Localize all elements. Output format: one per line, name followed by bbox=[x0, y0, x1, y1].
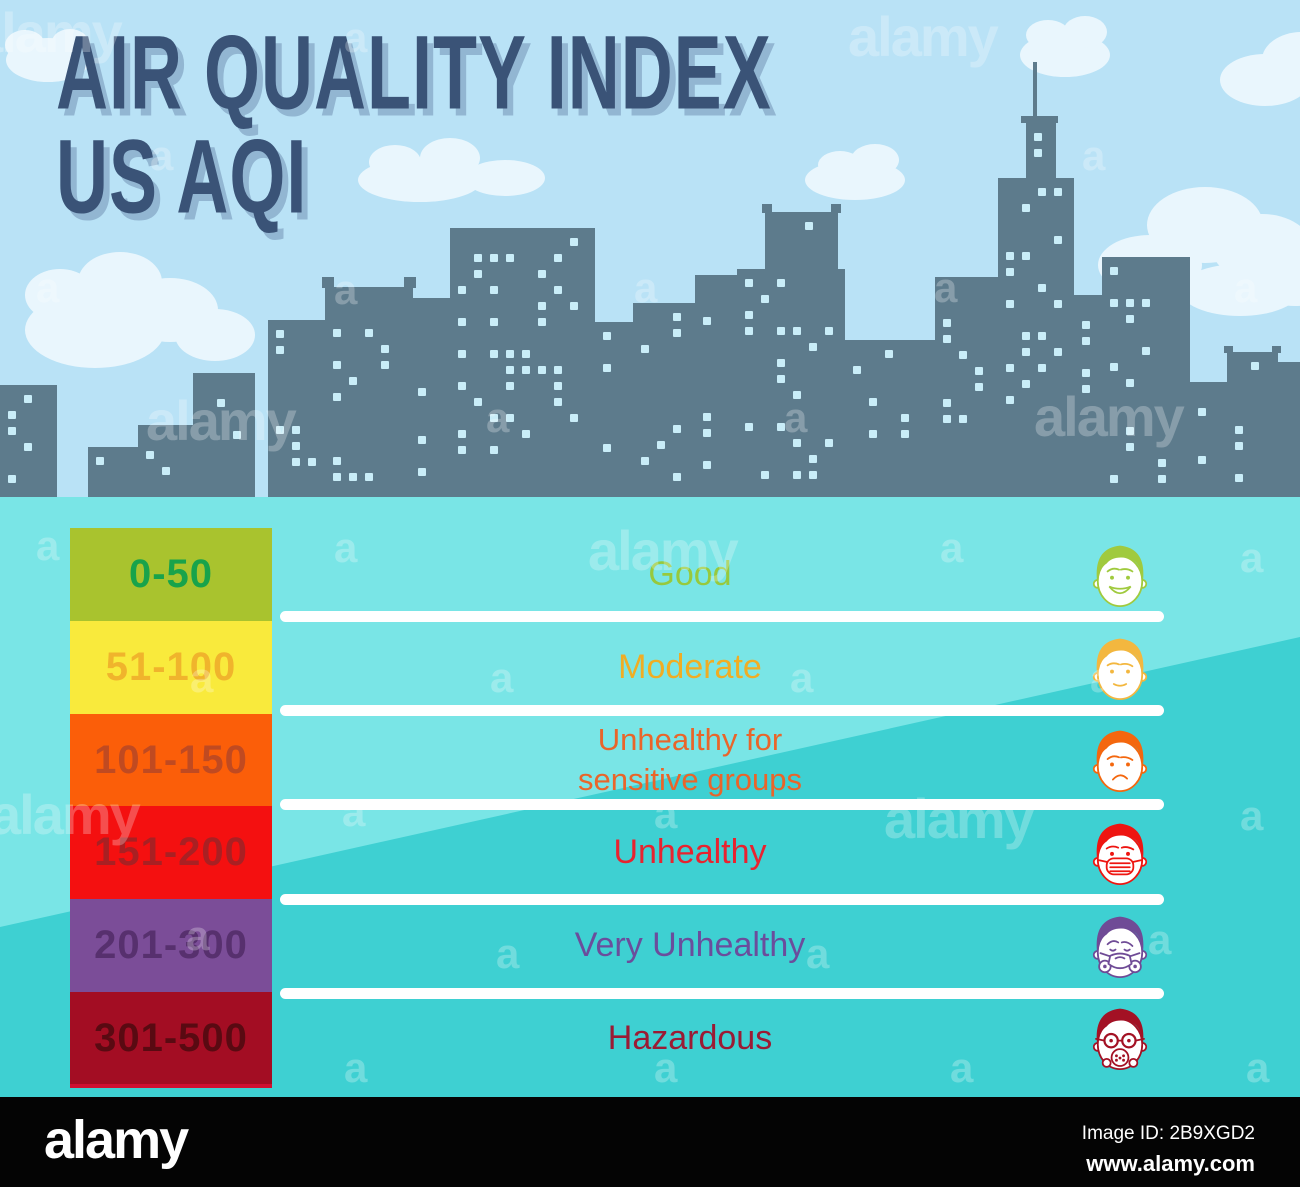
aqi-range-value: 301-500 bbox=[94, 1015, 248, 1060]
aqi-range-box: 151-200 bbox=[70, 806, 272, 899]
aqi-row-good: 0-50 Good bbox=[0, 528, 1300, 621]
aqi-range-value: 51-100 bbox=[105, 645, 237, 689]
label-text: Good bbox=[648, 555, 732, 593]
aqi-category-label: Moderate bbox=[280, 621, 1100, 714]
image-id-text: Image ID: 2B9XGD2 bbox=[1081, 1123, 1255, 1144]
clouds bbox=[5, 16, 1300, 368]
image-meta: Image ID: 2B9XGD2 www.alamy.com bbox=[1082, 1123, 1255, 1177]
aqi-scale-board: 0-50 Good 51-100 Moderate bbox=[0, 497, 1300, 1097]
page-title-line2: US AQI bbox=[56, 119, 308, 236]
gas-mask-face-icon bbox=[1088, 1000, 1152, 1076]
aqi-range-value: 0-50 bbox=[128, 552, 214, 596]
alamy-url-text: www.alamy.com bbox=[1086, 1151, 1255, 1176]
city-skyline-illustration bbox=[0, 16, 1300, 497]
aqi-range-value: 201-300 bbox=[94, 923, 248, 967]
aqi-row-moderate: 51-100 Moderate bbox=[0, 621, 1300, 714]
aqi-category-label: Good bbox=[280, 528, 1100, 621]
label-text: Moderate bbox=[618, 648, 762, 686]
label-text: Unhealthy bbox=[613, 833, 767, 871]
aqi-category-label: Very Unhealthy bbox=[280, 899, 1100, 992]
row-divider bbox=[280, 894, 1164, 905]
happy-face-icon bbox=[1088, 537, 1152, 613]
aqi-category-label: Unhealthy bbox=[280, 806, 1100, 899]
alamy-logo: alamy bbox=[44, 1110, 189, 1170]
respirator-face-icon bbox=[1088, 908, 1152, 984]
row-divider bbox=[280, 799, 1164, 810]
row-divider bbox=[280, 705, 1164, 716]
aqi-row-unhealthy-sensitive: 101-150 Unhealthy for sensitive groups bbox=[0, 714, 1300, 806]
aqi-range-box: 51-100 bbox=[70, 621, 272, 714]
buildings bbox=[0, 62, 1300, 497]
page-title-line1: AIR QUALITY INDEX bbox=[56, 15, 772, 132]
aqi-range-value: 101-150 bbox=[94, 737, 248, 782]
label-text: Unhealthy for bbox=[597, 722, 783, 757]
aqi-range-box: 301-500 bbox=[70, 992, 272, 1084]
footer-bar: alamy Image ID: 2B9XGD2 www.alamy.com bbox=[0, 1097, 1300, 1187]
aqi-row-hazardous: 301-500 Hazardous bbox=[0, 992, 1300, 1084]
row-divider bbox=[280, 611, 1164, 622]
aqi-category-label: Unhealthy for sensitive groups bbox=[280, 714, 1100, 806]
label-text-line2: sensitive groups bbox=[577, 762, 802, 797]
aqi-category-label: Hazardous bbox=[280, 992, 1100, 1084]
sad-face-icon bbox=[1088, 722, 1152, 798]
label-text: Hazardous bbox=[607, 1018, 773, 1057]
aqi-row-very-unhealthy: 201-300 Very Unhealthy bbox=[0, 899, 1300, 992]
neutral-face-icon bbox=[1088, 630, 1152, 706]
aqi-range-box: 0-50 bbox=[70, 528, 272, 621]
mask-face-icon bbox=[1088, 815, 1152, 891]
aqi-row-unhealthy: 151-200 Unhealthy bbox=[0, 806, 1300, 899]
aqi-range-value: 151-200 bbox=[94, 830, 248, 874]
aqi-range-box: 201-300 bbox=[70, 899, 272, 992]
label-text: Very Unhealthy bbox=[574, 926, 806, 964]
row-divider bbox=[280, 988, 1164, 999]
aqi-range-box: 101-150 bbox=[70, 714, 272, 806]
